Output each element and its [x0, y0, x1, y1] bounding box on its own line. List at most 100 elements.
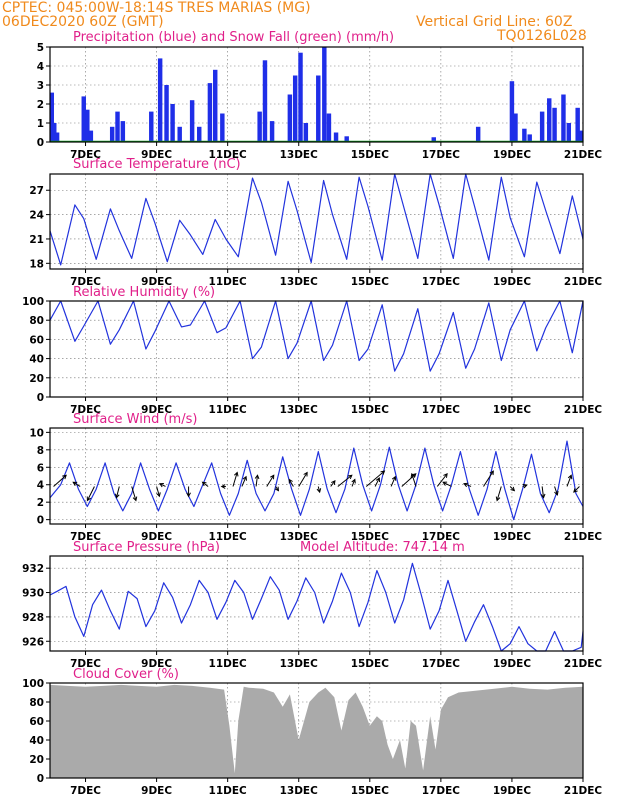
precip-bar — [115, 111, 120, 142]
wind-arrow — [330, 480, 336, 487]
y-tick-label: 0 — [37, 392, 44, 404]
x-tick-label: 15DEC — [351, 276, 390, 288]
x-tick-label: 15DEC — [351, 404, 390, 416]
wind-arrow — [156, 486, 161, 498]
model-code: TQ0126L028 — [496, 28, 587, 44]
precip-bar — [292, 75, 298, 142]
humidity-panel: 0 20 40 60 80 100 7DEC 9DEC 11DEC 13DEC 15DEC 17DEC… — [22, 296, 602, 416]
wind-arrow — [114, 486, 120, 499]
cloud-frame — [49, 682, 584, 779]
wind-arrow — [86, 486, 95, 502]
x-tick-label: 13DEC — [280, 404, 319, 416]
x-tick-label: 15DEC — [351, 149, 390, 161]
y-tick-label: 24 — [29, 210, 44, 222]
pressure-frame — [49, 555, 584, 652]
wind-arrow — [374, 477, 380, 487]
humidity-line — [49, 300, 584, 372]
vertical-grid-note: Vertical Grid Line: 60Z — [416, 14, 572, 30]
precip-bar — [120, 121, 126, 142]
x-tick-label: 19DEC — [493, 531, 532, 543]
precip-bar — [561, 94, 566, 142]
precip-frame — [49, 46, 584, 143]
precip-bar — [322, 47, 327, 142]
y-tick-label: 5 — [37, 42, 44, 54]
x-tick-label: 17DEC — [422, 276, 461, 288]
wind-arrow — [522, 483, 528, 489]
x-tick-label: 11DEC — [209, 531, 248, 543]
y-tick-label: 80 — [29, 315, 44, 327]
wind-arrow — [463, 482, 472, 488]
x-tick-label: 21DEC — [564, 531, 603, 543]
x-tick-label: 19DEC — [493, 149, 532, 161]
precip-bar — [287, 94, 293, 142]
precip-bar — [52, 123, 57, 142]
precip-bar — [333, 132, 339, 142]
precip-bar — [177, 126, 182, 142]
humidity-frame — [49, 300, 584, 398]
wind-arrow — [390, 475, 397, 487]
temperature-frame — [49, 173, 584, 270]
x-tick-label: 19DEC — [493, 276, 532, 288]
x-tick-label: 7DEC — [70, 785, 101, 797]
precip-bar — [149, 111, 154, 142]
precip-bar — [109, 126, 115, 142]
wind-arrow — [554, 486, 559, 496]
x-tick-label: 13DEC — [280, 276, 319, 288]
wind-arrow — [53, 474, 67, 487]
x-tick-label: 19DEC — [493, 658, 532, 670]
wind-panel: 0 2 4 6 8 10 7DEC 9DEC 11DEC 13DEC 15DEC 17DEC 19DEC… — [29, 427, 602, 543]
precip-bar — [547, 98, 552, 142]
wind-arrow — [274, 486, 280, 492]
wind-arrow — [540, 486, 546, 499]
y-tick-label: 0 — [37, 515, 44, 527]
x-tick-label: 13DEC — [280, 531, 319, 543]
y-tick-label: 928 — [22, 612, 44, 624]
y-tick-label: 40 — [29, 735, 44, 747]
x-tick-label: 11DEC — [209, 276, 248, 288]
wind-arrow — [351, 478, 356, 487]
precip-bar — [207, 83, 213, 142]
x-tick-label: 11DEC — [209, 785, 248, 797]
precip-bar — [269, 121, 275, 142]
precip-bar — [316, 75, 321, 142]
precip-bar — [575, 107, 580, 142]
precip-bar — [157, 58, 163, 142]
cloud-cover-title: Cloud Cover (%) — [73, 667, 179, 682]
y-tick-label: 100 — [22, 296, 44, 308]
y-tick-label: 10 — [29, 427, 44, 439]
y-tick-label: 932 — [22, 563, 44, 575]
x-tick-label: 19DEC — [493, 404, 532, 416]
y-tick-label: 3 — [37, 80, 44, 92]
cloud-cover-area — [50, 684, 583, 778]
y-tick-label: 926 — [22, 636, 44, 648]
precip-bar — [539, 111, 545, 142]
precip-bar — [552, 107, 557, 142]
y-tick-label: 4 — [37, 61, 44, 73]
wind-arrow — [232, 471, 239, 487]
wind-arrow — [436, 473, 448, 487]
y-tick-label: 2 — [37, 99, 44, 111]
x-tick-label: 7DEC — [70, 276, 101, 288]
y-tick-label: 2 — [37, 497, 44, 509]
y-tick-label: 20 — [29, 754, 44, 766]
temperature-line — [49, 173, 584, 266]
precip-bar — [431, 137, 436, 142]
precip-bar — [81, 96, 86, 142]
precip-bar — [513, 113, 518, 142]
cloud-cover-panel: 0 20 40 60 80 100 7DEC 9DEC 11DEC 13DEC 15DEC 17DEC… — [22, 678, 602, 797]
wind-arrow — [410, 472, 417, 487]
y-tick-label: 0 — [37, 773, 44, 785]
wind-arrow — [566, 474, 573, 487]
wind-arrow — [483, 470, 494, 487]
x-tick-label: 9DEC — [141, 404, 172, 416]
wind-arrow — [186, 486, 191, 498]
wind-arrow — [337, 474, 353, 487]
x-tick-label: 15DEC — [351, 531, 390, 543]
precip-bar — [49, 92, 54, 142]
x-tick-label: 9DEC — [141, 658, 172, 670]
wind-title: Surface Wind (m/s) — [73, 412, 197, 427]
y-tick-label: 6 — [37, 462, 44, 474]
precip-bar — [164, 85, 169, 142]
precip-bar — [579, 130, 584, 142]
